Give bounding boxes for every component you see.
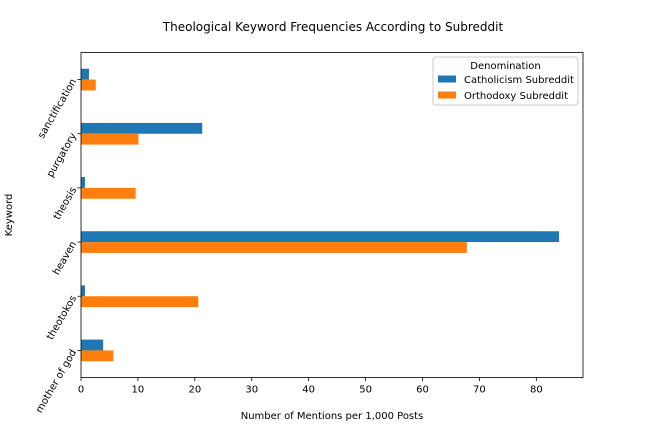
bar-sanctification-catholicism	[81, 68, 89, 80]
chart-title: Theological Keyword Frequencies Accordin…	[162, 20, 504, 34]
x-axis: 0 10 20 30 40 50 60 70 80	[78, 377, 543, 396]
x-tick-label-60: 60	[416, 385, 429, 396]
x-tick-label-10: 10	[132, 385, 145, 396]
bar-mother-of-god-catholicism	[81, 339, 104, 351]
legend: Denomination Catholicism Subreddit Ortho…	[432, 56, 579, 106]
bars-group	[81, 68, 560, 362]
y-tick-label-mother-of-god: mother of god	[34, 348, 79, 415]
legend-swatch-orthodoxy	[438, 91, 456, 99]
bar-mother-of-god-orthodoxy	[81, 350, 114, 362]
x-tick-label-20: 20	[188, 385, 201, 396]
bar-heaven-orthodoxy	[81, 242, 467, 253]
y-tick-label-heaven: heaven	[51, 240, 79, 278]
bar-theotokos-orthodoxy	[81, 296, 199, 308]
bar-theotokos-catholicism	[81, 285, 85, 297]
bar-heaven-catholicism	[81, 231, 560, 243]
y-tick-label-sanctification: sanctification	[36, 77, 79, 140]
plot-frame	[80, 52, 584, 378]
x-tick-label-50: 50	[359, 385, 372, 396]
x-tick-label-30: 30	[245, 385, 258, 396]
bar-theosis-orthodoxy	[81, 187, 136, 199]
y-tick-label-theosis: theosis	[52, 185, 79, 221]
legend-label-catholicism: Catholicism Subreddit	[464, 75, 574, 86]
bar-sanctification-orthodoxy	[81, 79, 96, 91]
x-tick-label-80: 80	[530, 385, 543, 396]
legend-box	[432, 56, 579, 106]
y-tick-label-purgatory: purgatory	[45, 131, 79, 179]
legend-title: Denomination	[470, 61, 540, 72]
y-tick-label-theotokos: theotokos	[45, 294, 79, 342]
y-axis-label: Keyword	[4, 194, 15, 237]
bar-purgatory-catholicism	[81, 122, 203, 134]
bar-theosis-catholicism	[81, 177, 85, 188]
x-tick-label-0: 0	[78, 385, 84, 396]
x-axis-label: Number of Mentions per 1,000 Posts	[241, 411, 424, 422]
x-tick-label-40: 40	[302, 385, 315, 396]
bar-purgatory-orthodoxy	[81, 133, 139, 145]
x-tick-label-70: 70	[473, 385, 486, 396]
legend-swatch-catholicism	[438, 75, 456, 83]
legend-label-orthodoxy: Orthodoxy Subreddit	[464, 91, 568, 102]
